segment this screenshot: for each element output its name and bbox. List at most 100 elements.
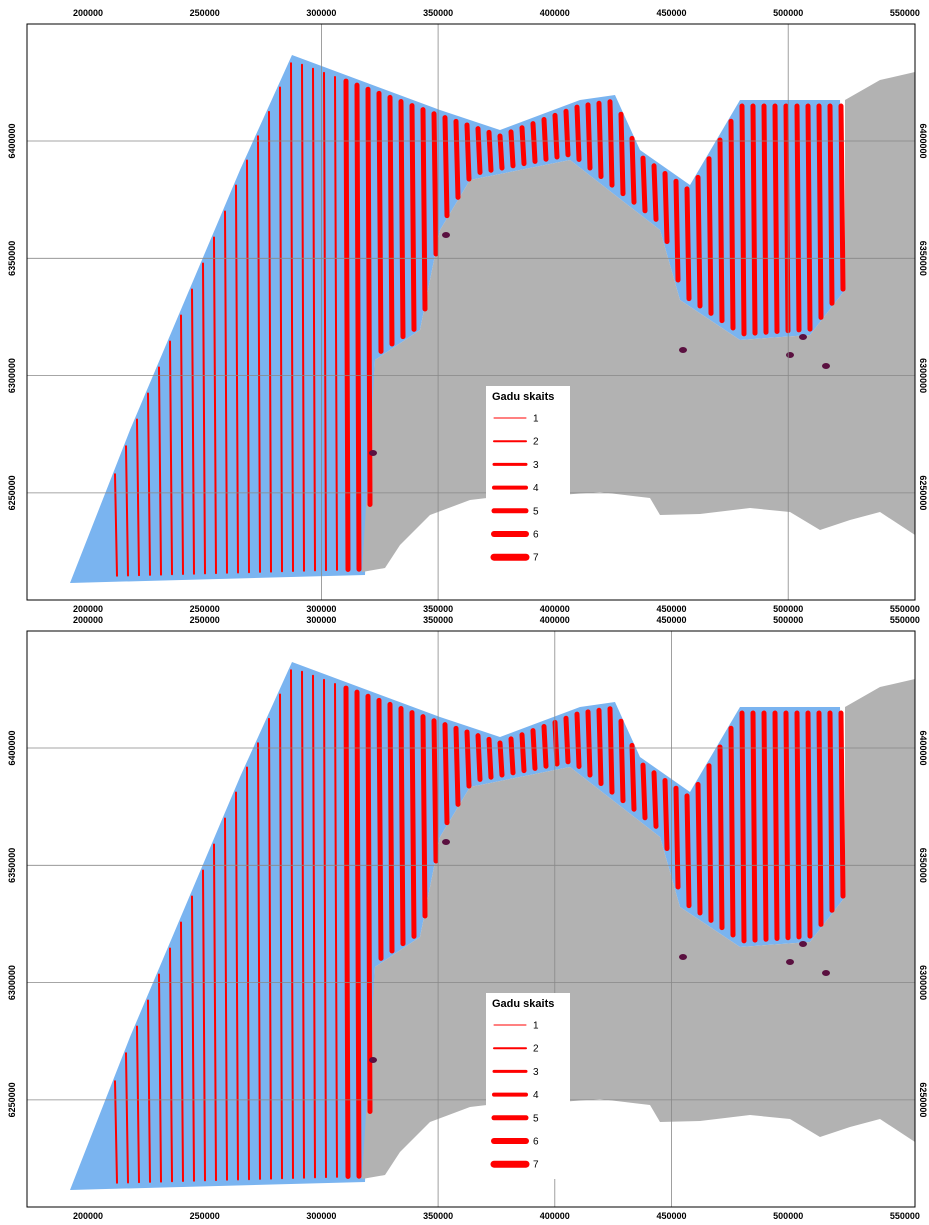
survey-track — [158, 366, 162, 576]
survey-track — [279, 86, 283, 573]
survey-track — [816, 710, 824, 927]
survey-track — [794, 103, 802, 333]
survey-track — [464, 122, 472, 182]
survey-track — [530, 728, 538, 771]
y-tick-label: 6350000 — [7, 241, 17, 276]
survey-track — [563, 715, 571, 765]
survey-track — [662, 778, 670, 851]
legend-label: 5 — [533, 506, 539, 517]
survey-track — [651, 770, 659, 829]
survey-track — [827, 710, 835, 913]
x-tick-label: 450000 — [656, 604, 686, 614]
survey-track — [125, 1052, 129, 1184]
survey-track — [268, 110, 272, 573]
x-tick-label: 550000 — [890, 615, 920, 625]
survey-track — [541, 117, 549, 162]
survey-track — [257, 135, 261, 573]
map-frame — [26, 23, 916, 601]
y-tick-label: 6300000 — [918, 965, 928, 1000]
x-tick-label: 350000 — [423, 8, 453, 18]
survey-track — [323, 71, 327, 572]
survey-track — [640, 762, 648, 821]
map-frame — [26, 630, 916, 1208]
legend-label: 2 — [533, 1044, 539, 1055]
x-tick-label: 400000 — [540, 8, 570, 18]
x-tick-label: 550000 — [890, 1211, 920, 1221]
site-marker — [679, 954, 687, 960]
survey-track — [684, 186, 692, 302]
site-marker — [442, 232, 450, 238]
survey-track — [563, 108, 571, 158]
survey-track — [431, 111, 439, 257]
survey-track — [596, 100, 604, 180]
survey-track — [585, 102, 593, 171]
survey-track — [420, 107, 428, 312]
survey-track — [376, 697, 384, 961]
survey-track — [607, 99, 615, 188]
survey-track — [486, 736, 494, 780]
survey-track — [279, 693, 283, 1180]
survey-track — [387, 701, 395, 954]
survey-track — [838, 710, 846, 899]
legend-label: 3 — [533, 460, 539, 471]
legend-label: 4 — [533, 1090, 539, 1101]
x-tick-label: 250000 — [190, 1211, 220, 1221]
legend-title: Gadu skaits — [492, 998, 554, 1010]
survey-track — [728, 118, 736, 331]
survey-track — [805, 103, 813, 332]
survey-track — [257, 742, 261, 1180]
survey-track — [180, 314, 184, 575]
y-tick-label: 6400000 — [918, 730, 928, 765]
survey-track — [453, 118, 461, 200]
survey-track — [191, 288, 195, 575]
survey-track — [519, 732, 527, 774]
survey-track — [596, 707, 604, 787]
legend-label: 3 — [533, 1067, 539, 1078]
survey-track — [629, 135, 637, 205]
survey-track — [376, 90, 384, 354]
survey-track — [651, 163, 659, 222]
legend-label: 7 — [533, 1160, 539, 1171]
survey-track — [827, 103, 835, 306]
survey-track — [717, 744, 725, 931]
y-tick-label: 6300000 — [7, 358, 17, 393]
y-tick-label: 6400000 — [7, 123, 17, 158]
x-tick-label: 400000 — [540, 615, 570, 625]
survey-track — [235, 791, 239, 1181]
survey-track — [618, 718, 626, 804]
survey-track — [552, 112, 560, 160]
survey-track — [541, 724, 549, 769]
survey-track — [202, 262, 206, 575]
survey-track — [301, 670, 305, 1179]
survey-track — [838, 103, 846, 292]
survey-track — [662, 171, 670, 244]
survey-track — [409, 710, 417, 939]
survey-track — [486, 129, 494, 173]
legend-box — [486, 386, 570, 572]
x-tick-label: 200000 — [73, 8, 103, 18]
survey-track — [354, 82, 362, 572]
x-tick-label: 500000 — [773, 615, 803, 625]
legend-label: 6 — [533, 1137, 539, 1148]
survey-track — [464, 729, 472, 789]
legend-label: 1 — [533, 414, 539, 425]
survey-track — [147, 999, 151, 1183]
y-tick-label: 6350000 — [918, 848, 928, 883]
x-tick-label: 350000 — [423, 604, 453, 614]
survey-track — [334, 682, 338, 1178]
survey-track — [354, 689, 362, 1179]
survey-track — [136, 1025, 140, 1184]
y-tick-label: 6250000 — [918, 1082, 928, 1117]
x-tick-label: 200000 — [73, 615, 103, 625]
x-tick-label: 350000 — [423, 1211, 453, 1221]
site-marker — [786, 959, 794, 965]
legend-label: 5 — [533, 1113, 539, 1124]
x-tick-label: 550000 — [890, 604, 920, 614]
y-tick-label: 6400000 — [918, 123, 928, 158]
x-tick-label: 500000 — [773, 604, 803, 614]
survey-track — [772, 710, 780, 941]
y-tick-label: 6300000 — [7, 965, 17, 1000]
survey-track — [728, 725, 736, 938]
survey-track — [794, 710, 802, 940]
survey-track — [312, 674, 316, 1179]
